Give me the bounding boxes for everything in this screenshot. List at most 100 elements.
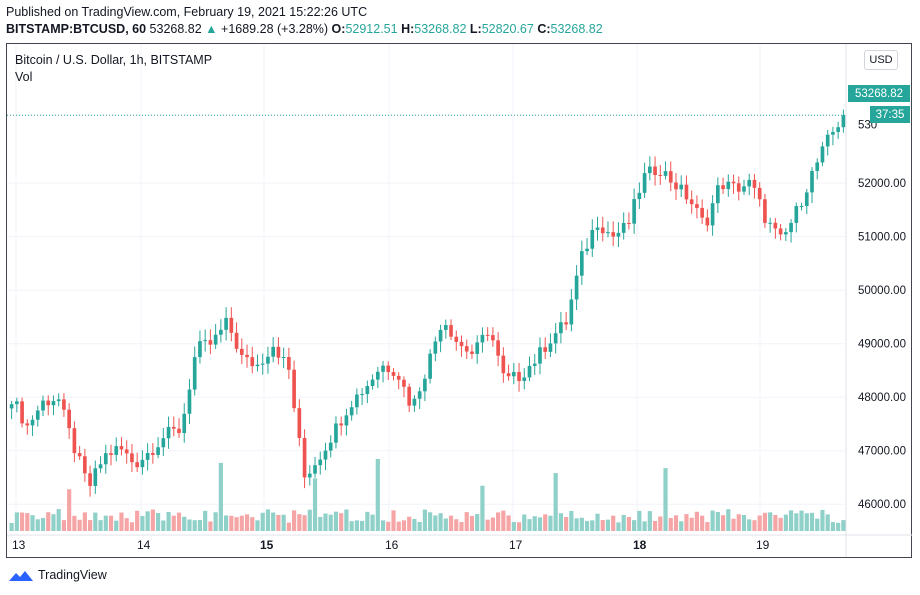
candle-body [632, 199, 636, 224]
tradingview-logo[interactable]: TradingView [8, 568, 107, 582]
candle-body [229, 317, 234, 333]
candle-body [292, 369, 296, 409]
volume-bar [412, 518, 417, 531]
candle-body [161, 438, 166, 448]
volume-bar [433, 515, 438, 531]
candle-body [485, 334, 490, 336]
volume-bar [171, 515, 176, 531]
currency-button[interactable]: USD [864, 50, 898, 70]
volume-bar [668, 517, 673, 531]
candle-body [402, 379, 406, 387]
candle-body [475, 342, 480, 354]
candle-body [590, 229, 595, 249]
candle-body [506, 373, 511, 377]
volume-bar [809, 512, 815, 531]
candle-body [313, 465, 317, 474]
volume-bar [35, 519, 40, 531]
chart-frame[interactable] [6, 43, 912, 558]
candle-body [370, 379, 375, 387]
volume-bar [679, 521, 684, 531]
candle-body [491, 335, 495, 341]
candle-body [219, 329, 223, 335]
volume-bar [124, 518, 129, 531]
candle-body [407, 386, 412, 406]
candle-body [831, 131, 835, 135]
candle-body [287, 357, 291, 370]
volume-bar [496, 512, 501, 531]
candle-body [386, 365, 391, 373]
candle-body [763, 199, 767, 223]
volume-bar [166, 512, 171, 531]
candle-body [109, 453, 113, 455]
volume-bar [396, 521, 401, 531]
volume-bar [354, 520, 359, 531]
volume-bar [485, 519, 490, 531]
candle-body [328, 442, 333, 451]
volume-bar [318, 516, 323, 531]
volume-bar [799, 510, 804, 531]
candle-body [464, 346, 469, 352]
candle-body [297, 408, 302, 438]
volume-bar [454, 519, 459, 531]
volume-bar [224, 515, 229, 531]
low-value: 52820.67 [481, 22, 534, 36]
candle-body [616, 232, 621, 237]
candle-body [559, 322, 563, 334]
candle-body [145, 453, 150, 460]
volume-bar [710, 510, 715, 531]
candle-body [527, 365, 532, 378]
volume-bar [67, 489, 72, 531]
candle-body [344, 415, 349, 426]
candle-body [784, 232, 788, 235]
candle-body [245, 354, 249, 358]
candle-body [103, 453, 108, 465]
candle-body [151, 453, 155, 455]
candle-body [412, 398, 417, 406]
volume-bar [135, 510, 140, 531]
candle-body [9, 404, 14, 409]
candle-body [679, 184, 684, 190]
candle-body [810, 170, 814, 193]
volume-bar [114, 520, 119, 531]
volume-bar [391, 510, 396, 531]
candle-body [532, 363, 537, 366]
candle-body [637, 192, 642, 200]
volume-bar [286, 522, 291, 531]
volume-bar [87, 520, 93, 531]
candle-body [736, 183, 741, 192]
volume-bar [271, 512, 276, 531]
candle-body [15, 401, 19, 405]
bar-countdown-tag: 37:35 [870, 106, 910, 123]
volume-bar [820, 509, 825, 531]
symbol-info-line: BITSTAMP:BTCUSD, 60 53268.82 ▲ +1689.28 … [6, 22, 603, 36]
candle-body [166, 426, 171, 439]
candle-body [438, 329, 443, 342]
volume-bar [150, 509, 155, 531]
candle-body [742, 186, 746, 192]
candle-body [98, 464, 103, 469]
candle-body [318, 459, 323, 466]
volume-bar [652, 520, 658, 531]
last-price-tag: 53268.82 [848, 85, 910, 102]
candle-body [124, 449, 129, 454]
x-tick-label: 14 [137, 538, 151, 552]
candle-body [658, 174, 663, 176]
candle-body [731, 181, 736, 184]
y-tick-label: 49000.00 [858, 339, 906, 351]
open-value: 52912.51 [345, 22, 398, 36]
volume-bar [548, 515, 553, 531]
candle-body [260, 363, 265, 365]
candle-body [423, 378, 427, 392]
volume-bar [637, 510, 642, 531]
close-label: C: [537, 22, 551, 36]
candle-body [470, 351, 474, 354]
candle-body [647, 166, 652, 174]
volume-bar [700, 515, 705, 531]
volume-bar [836, 522, 841, 531]
candle-body [93, 468, 98, 486]
candle-body [449, 325, 453, 337]
candle-body [417, 391, 422, 399]
volume-bar [569, 510, 574, 531]
candle-body [119, 446, 124, 450]
